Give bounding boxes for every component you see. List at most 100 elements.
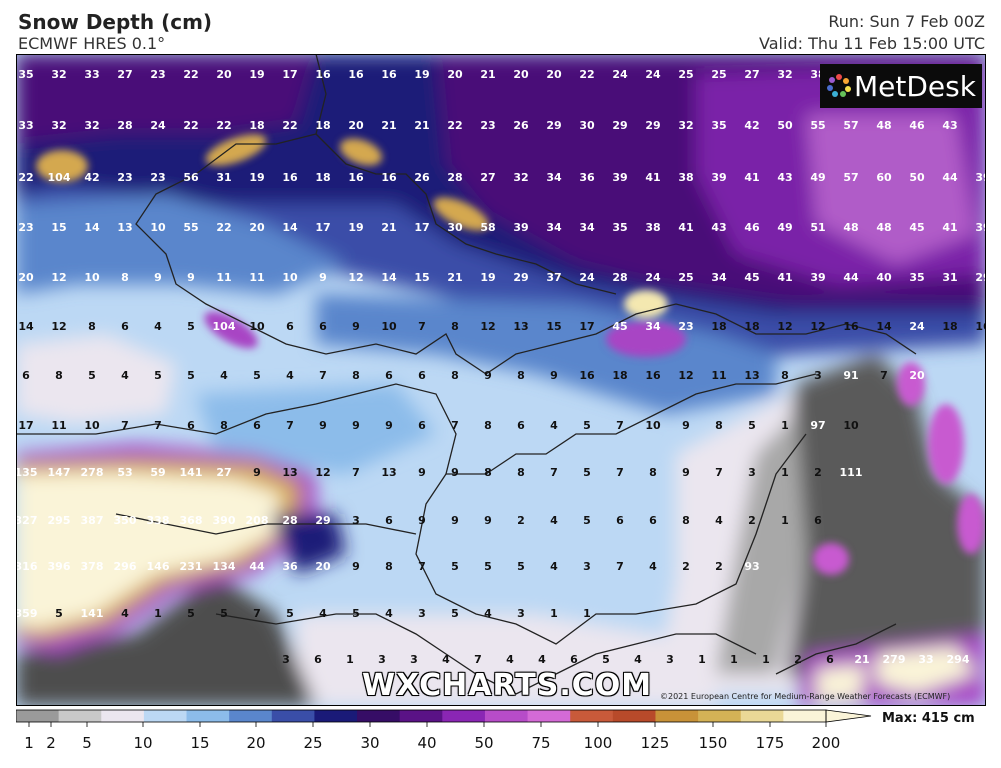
map-value-label: 12: [348, 271, 363, 284]
map-value-label: 23: [678, 320, 693, 333]
logo-dot-5: [832, 91, 838, 97]
map-value-label: 45: [612, 320, 627, 333]
map-value-label: 19: [348, 221, 363, 234]
map-value-label: 8: [781, 369, 789, 382]
map-value-label: 12: [51, 320, 66, 333]
map-value-label: 19: [249, 68, 264, 81]
map-value-label: 41: [744, 171, 759, 184]
map-value-label: 4: [121, 369, 129, 382]
map-value-label: 11: [216, 271, 231, 284]
map-value-label: 5: [55, 607, 63, 620]
map-value-label: 8: [451, 320, 459, 333]
map-value-label: 13: [744, 369, 759, 382]
map-value-label: 316: [16, 560, 38, 573]
map-value-label: 7: [474, 653, 482, 666]
map-value-label: 4: [634, 653, 642, 666]
legend-swatch: [442, 710, 486, 722]
metdesk-logo-icon: [827, 74, 851, 97]
map-value-label: 5: [484, 560, 492, 573]
map-value-label: 5: [187, 369, 195, 382]
map-value-label: 6: [385, 369, 393, 382]
map-value-label: 34: [579, 221, 595, 234]
logo-dot-3: [845, 86, 851, 92]
map-value-label: 9: [484, 514, 492, 527]
map-value-label: 25: [711, 68, 726, 81]
map-value-label: 17: [315, 221, 330, 234]
snow-depth-map: 35 32 33 27 23 22 20 19 17 16 16 16 19 20 21 20 20 22 24 24…: [16, 54, 986, 706]
legend-label: 200: [812, 734, 841, 752]
map-value-label: 11: [249, 271, 264, 284]
map-value-label: 44: [843, 271, 859, 284]
map-value-label: 6: [314, 653, 322, 666]
map-value-label: 21: [381, 119, 396, 132]
map-value-label: 22: [216, 221, 231, 234]
map-value-label: 59: [150, 466, 165, 479]
max-value-label: Max: 415 cm: [882, 711, 975, 726]
map-value-label: 28: [612, 271, 627, 284]
map-value-label: 14: [84, 221, 100, 234]
map-value-label: 359: [16, 607, 37, 620]
map-value-label: 4: [538, 653, 546, 666]
legend-swatch: [783, 710, 827, 722]
map-value-label: 3: [418, 607, 426, 620]
map-value-label: 2: [715, 560, 723, 573]
legend-label: 20: [246, 734, 265, 752]
map-value-label: 7: [418, 560, 426, 573]
map-value-label: 13: [381, 466, 396, 479]
map-value-label: 5: [583, 514, 591, 527]
hotspot-e1: [897, 362, 925, 406]
border-7: [775, 623, 897, 675]
legend-label: 2: [46, 734, 56, 752]
map-value-label: 29: [645, 119, 660, 132]
legend-label: 5: [82, 734, 92, 752]
legend-swatch: [143, 710, 188, 722]
map-value-label: 12: [810, 320, 825, 333]
map-value-label: 6: [385, 514, 393, 527]
map-value-label: 16: [381, 171, 397, 184]
map-value-label: 1: [583, 607, 591, 620]
map-value-label: 5: [451, 607, 459, 620]
map-value-label: 12: [51, 271, 66, 284]
legend-label: 10: [133, 734, 152, 752]
map-value-label: 278: [81, 466, 104, 479]
map-value-label: 41: [777, 271, 792, 284]
map-value-label: 1: [154, 607, 162, 620]
map-value-label: 7: [616, 419, 624, 432]
map-value-label: 16: [975, 320, 986, 333]
field-gray-carpathian: [786, 354, 986, 694]
map-value-label: 8: [517, 369, 525, 382]
map-value-label: 8: [352, 369, 360, 382]
map-value-label: 22: [579, 68, 594, 81]
map-value-label: 8: [715, 419, 723, 432]
map-value-label: 4: [385, 607, 393, 620]
run-time: Run: Sun 7 Feb 00Z: [828, 12, 985, 31]
legend-label: 175: [756, 734, 785, 752]
map-value-label: 22: [183, 68, 198, 81]
map-value-label: 23: [150, 68, 165, 81]
map-value-label: 21: [414, 119, 429, 132]
map-value-label: 5: [286, 607, 294, 620]
map-value-label: 8: [385, 560, 393, 573]
logo-dot-4: [840, 91, 846, 97]
color-fields: [16, 54, 986, 706]
map-value-label: 58: [480, 221, 495, 234]
map-value-label: 44: [249, 560, 265, 573]
map-value-label: 37: [546, 271, 561, 284]
map-value-label: 4: [506, 653, 514, 666]
map-value-label: 3: [748, 466, 756, 479]
map-value-label: 6: [570, 653, 578, 666]
map-value-label: 18: [942, 320, 957, 333]
hotspot-n2: [339, 138, 383, 166]
map-value-label: 25: [678, 271, 693, 284]
map-value-label: 9: [319, 271, 327, 284]
map-value-label: 27: [117, 68, 132, 81]
map-value-label: 18: [315, 171, 330, 184]
field-pale-south: [296, 614, 716, 706]
legend-swatch: [58, 710, 102, 722]
map-value-label: 39: [975, 221, 986, 234]
map-value-label: 8: [484, 466, 492, 479]
map-value-label: 57: [843, 119, 858, 132]
map-value-label: 38: [678, 171, 693, 184]
map-value-label: 6: [418, 369, 426, 382]
map-value-label: 3: [583, 560, 591, 573]
